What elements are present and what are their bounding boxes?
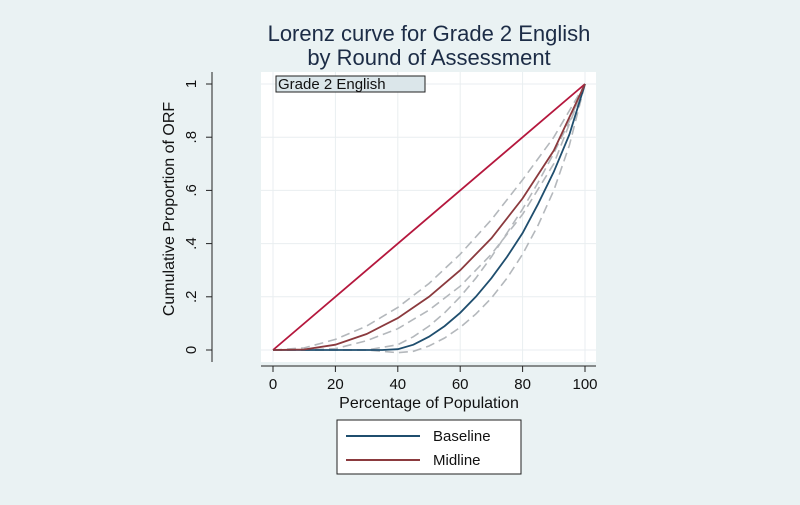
legend-label-midline: Midline: [433, 452, 481, 469]
x-tick-label-4: 80: [514, 376, 531, 393]
series-line-midline: [272, 83, 586, 351]
confidence-band-0: [272, 83, 586, 351]
x-tick-label-0: 0: [269, 376, 277, 393]
x-axis-label: Percentage of Population: [339, 395, 519, 412]
legend-label-baseline: Baseline: [433, 428, 491, 445]
subgraph-label-background: [275, 75, 426, 93]
y-axis-label: Cumulative Proportion of ORF: [161, 102, 178, 317]
y-tick-label-4: .8: [183, 131, 200, 144]
y-tick-label-5: 1: [183, 80, 200, 88]
y-tick-label-3: .6: [183, 184, 200, 197]
chart-title-line2: by Round of Assessment: [307, 45, 550, 70]
confidence-band-2: [273, 83, 586, 351]
x-tick-label-2: 40: [389, 376, 406, 393]
y-tick-label-1: .2: [183, 291, 200, 304]
subgraph-label: Grade 2 English: [278, 76, 386, 93]
legend: Baseline Midline: [336, 419, 522, 475]
x-tick-label-1: 20: [327, 376, 344, 393]
line-of-equality: [272, 83, 586, 351]
y-tick-label-0: 0: [183, 346, 200, 354]
grid: [261, 72, 596, 362]
x-tick-label-3: 60: [452, 376, 469, 393]
series-lines: [272, 83, 586, 351]
series-line-baseline: [273, 83, 586, 351]
line-of-equality-group: [272, 83, 586, 351]
confidence-bands: [272, 83, 586, 354]
x-tick-label-5: 100: [572, 376, 597, 393]
chart-title-line1: Lorenz curve for Grade 2 English: [268, 21, 591, 46]
y-tick-label-2: .4: [183, 237, 200, 250]
y-axis-ticks: 0 .2 .4 .6 .8 1: [183, 80, 212, 354]
x-axis-ticks: 0 20 40 60 80 100: [269, 366, 598, 393]
subgraph-label-box: Grade 2 English: [275, 75, 426, 93]
legend-box: [336, 419, 522, 475]
